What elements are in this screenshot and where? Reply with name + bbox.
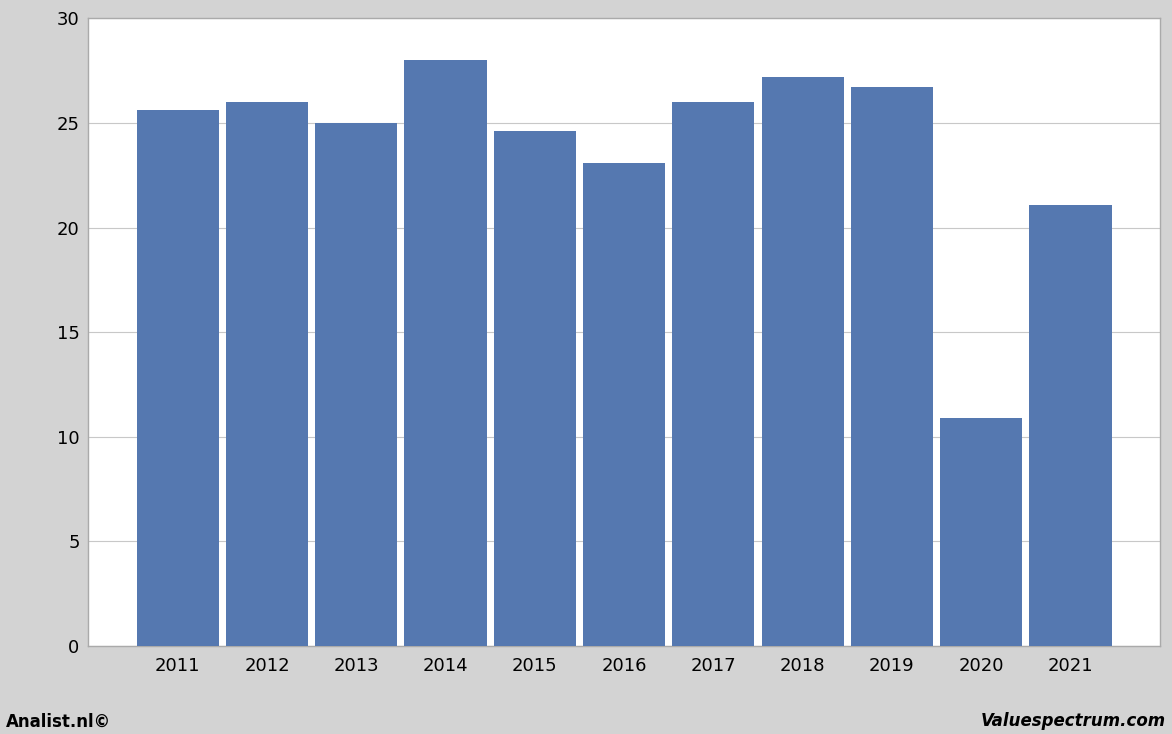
Bar bbox=[582, 163, 666, 646]
Bar bbox=[673, 102, 755, 646]
Bar bbox=[493, 131, 575, 646]
Text: Valuespectrum.com: Valuespectrum.com bbox=[981, 712, 1166, 730]
Bar bbox=[1029, 205, 1111, 646]
Bar bbox=[315, 123, 397, 646]
Bar bbox=[404, 60, 486, 646]
Text: Analist.nl©: Analist.nl© bbox=[6, 712, 111, 730]
Bar bbox=[226, 102, 308, 646]
Bar bbox=[940, 418, 1022, 646]
Bar bbox=[762, 77, 844, 646]
Bar bbox=[137, 110, 219, 646]
Bar bbox=[851, 87, 933, 646]
